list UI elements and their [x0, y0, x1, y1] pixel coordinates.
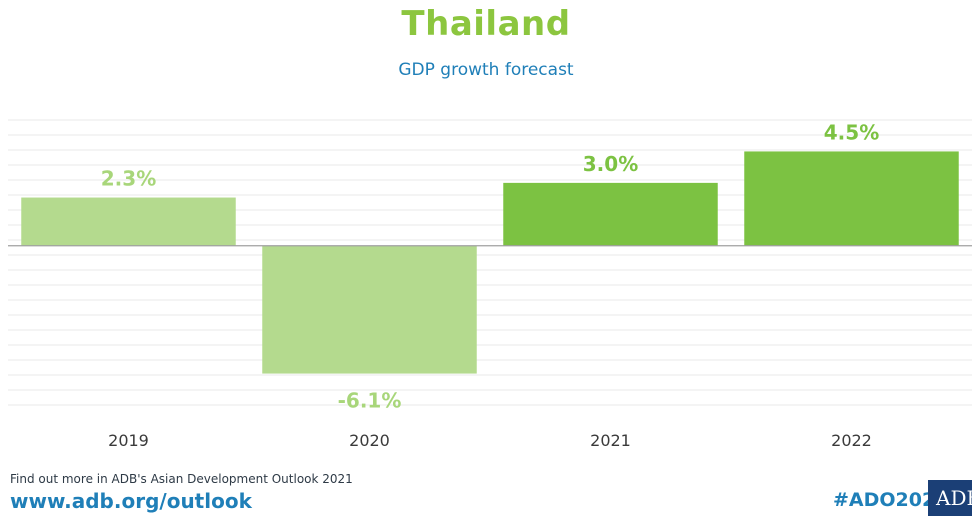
chart-subtitle: GDP growth forecast — [398, 60, 574, 80]
data-label-2020: -6.1% — [338, 389, 402, 413]
bar-2021 — [503, 182, 718, 246]
bar-2022 — [744, 151, 959, 246]
x-tick-label-2022: 2022 — [831, 431, 872, 450]
data-label-2021: 3.0% — [583, 152, 638, 176]
footer-note: Find out more in ADB's Asian Development… — [10, 472, 353, 486]
footer-url-link[interactable]: www.adb.org/outlook — [10, 489, 252, 513]
chart-title: Thailand — [401, 4, 571, 44]
x-tick-label-2020: 2020 — [349, 431, 390, 450]
data-label-2019: 2.3% — [101, 167, 156, 191]
bar-2019 — [21, 197, 236, 246]
adb-logo: ADB — [928, 480, 972, 516]
x-tick-label-2021: 2021 — [590, 431, 631, 450]
hashtag: #ADO2021 — [833, 489, 949, 511]
bar-chart: 2.3% 2019 -6.1% 2020 3.0% 2021 4.5% 2022 — [8, 119, 972, 450]
bar-2020 — [262, 245, 477, 374]
x-tick-label-2019: 2019 — [108, 431, 149, 450]
data-label-2022: 4.5% — [824, 120, 879, 144]
